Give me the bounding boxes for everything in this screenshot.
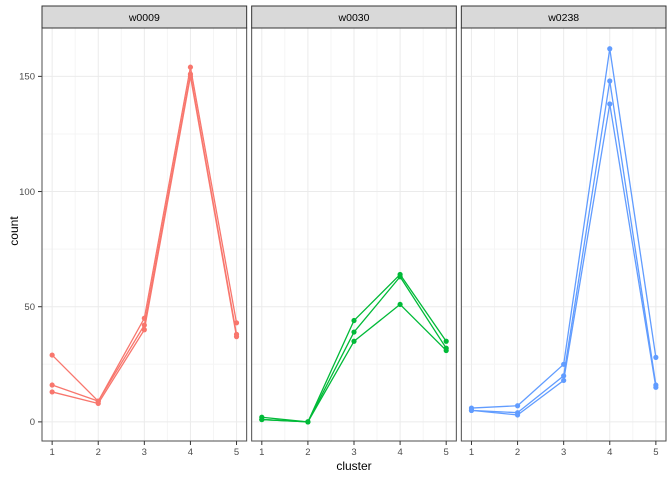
data-point: [141, 327, 147, 333]
data-point: [397, 274, 403, 280]
data-point: [443, 347, 449, 354]
data-point: [514, 412, 521, 418]
x-tick-label: 3: [351, 447, 356, 458]
data-point: [351, 317, 357, 324]
x-tick-label: 5: [234, 447, 239, 458]
data-point: [351, 338, 357, 344]
x-tick-label: 1: [259, 447, 264, 458]
data-point: [305, 419, 311, 425]
x-tick-label: 5: [444, 447, 449, 458]
data-point: [49, 389, 55, 395]
data-point: [49, 382, 55, 388]
facet-strip-label: w0030: [338, 12, 370, 24]
y-tick-label: 50: [24, 302, 35, 313]
data-point: [187, 64, 194, 70]
data-point: [95, 400, 101, 407]
x-axis-title: cluster: [336, 459, 372, 473]
y-tick-label: 150: [19, 72, 35, 83]
facet-w0030: 1 2 3 4 5 w0030: [251, 5, 457, 458]
data-point: [468, 407, 475, 413]
x-tick-label: 2: [305, 447, 310, 458]
data-point: [187, 73, 194, 79]
y-tick-label: 100: [19, 187, 35, 198]
facet-strip-label: w0238: [547, 12, 579, 24]
data-point: [653, 384, 659, 390]
facet-strip: [251, 5, 457, 29]
data-point: [514, 403, 521, 409]
facet-strip: [41, 5, 248, 29]
facet-w0009: 1 2 3 4 5 w0009: [41, 5, 248, 458]
x-tick-label: 1: [469, 447, 474, 458]
data-point: [259, 416, 265, 423]
x-tick-label: 2: [96, 447, 101, 458]
data-point: [397, 301, 403, 308]
x-tick-label: 3: [561, 447, 566, 458]
x-tick-label: 4: [607, 447, 612, 458]
x-tick-label: 1: [49, 447, 54, 458]
facet-strip-label: w0009: [128, 12, 160, 24]
x-tick-label: 4: [188, 447, 193, 458]
data-point: [561, 377, 567, 384]
data-point: [607, 101, 613, 107]
y-axis-title: count: [7, 216, 21, 246]
data-point: [443, 338, 449, 344]
data-point: [607, 78, 613, 84]
x-tick-label: 4: [397, 447, 402, 458]
facet-strip: [460, 5, 667, 29]
x-tick-label: 5: [653, 447, 658, 458]
facet-w0238: 1 2 3 4 5 w0238: [460, 5, 667, 458]
y-tick-label: 0: [30, 417, 35, 428]
data-point: [49, 352, 55, 358]
x-tick-label: 2: [515, 447, 520, 458]
data-point: [233, 334, 240, 340]
data-point: [653, 354, 659, 360]
x-tick-label: 3: [142, 447, 147, 458]
data-point: [607, 46, 613, 52]
data-point: [351, 329, 357, 335]
